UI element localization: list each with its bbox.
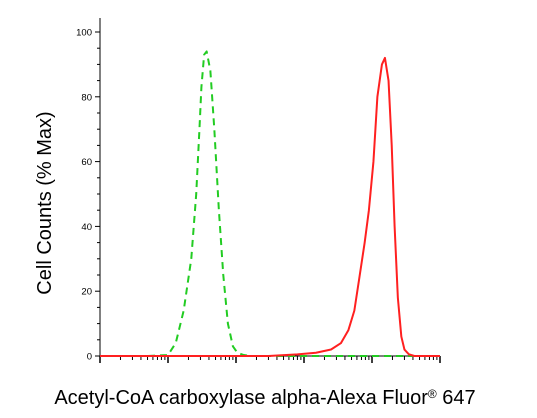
- y-tick-label: 40: [81, 222, 92, 233]
- y-tick-label: 0: [87, 352, 92, 363]
- stained-histogram-line: [100, 56, 440, 357]
- y-tick-label: 20: [81, 287, 92, 298]
- x-ticks: [99, 356, 441, 363]
- y-axis-label: Cell Counts (% Max): [34, 111, 56, 294]
- y-tick-label: 100: [76, 28, 92, 39]
- x-axis-label-suffix: 647: [437, 387, 476, 409]
- x-axis-label-registered: ®: [428, 387, 437, 401]
- y-tick-label: 80: [81, 92, 92, 103]
- x-axis-label-main: Acetyl-CoA carboxylase alpha-Alexa Fluor: [54, 387, 428, 409]
- y-tick-label: 60: [81, 157, 92, 168]
- x-axis-label: Acetyl-CoA carboxylase alpha-Alexa Fluor…: [54, 387, 475, 409]
- series-layer: [100, 50, 440, 357]
- y-ticks: 0 20 40 60 80 100: [76, 28, 100, 363]
